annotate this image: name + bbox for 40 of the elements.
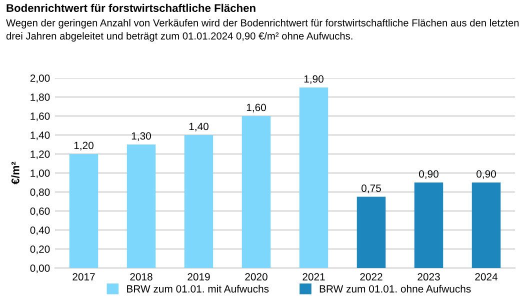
x-tick-label: 2022 [360, 273, 382, 281]
bar [414, 182, 444, 268]
y-tick-label: 1,60 [30, 112, 50, 122]
data-label: 1,90 [304, 75, 324, 84]
chart-title: Bodenrichtwert für forstwirtschaftliche Flächen [6, 4, 256, 12]
data-label: 0,90 [476, 170, 496, 179]
data-label: 0,90 [419, 170, 438, 179]
bar [126, 144, 156, 268]
bar [356, 196, 386, 268]
y-tick-label: 0,60 [30, 208, 50, 216]
y-tick-label: 0,20 [30, 246, 50, 254]
bar [472, 182, 501, 268]
y-tick-label: 0,00 [30, 264, 50, 274]
chart-subtitle: Wegen der geringen Anzahl von Verkäufen wird der Bodenrichtwert für forstwirtschaftliche Flächen aus den letzten drei Jahren abgeleitet und beträgt zum 01.01.2024 0,90 €/m² ohne Aufwuchs. [6, 19, 519, 42]
y-tick-label: 2,00 [30, 74, 50, 84]
legend-label: BRW zum 01.01. mit Aufwuchs [127, 284, 269, 293]
x-tick-label: 2021 [302, 273, 325, 281]
data-label: 1,30 [132, 132, 151, 141]
bar [299, 88, 328, 268]
x-tick-label: 2018 [130, 273, 152, 281]
x-tick-label: 2019 [188, 273, 210, 281]
y-axis-title: €/m² [11, 162, 20, 184]
bar [184, 135, 214, 268]
bar [69, 154, 98, 268]
y-tick-label: 0,80 [30, 188, 50, 198]
data-label: 1,60 [246, 104, 266, 112]
x-tick-label: 2024 [475, 273, 498, 281]
y-tick-label: 1,20 [30, 150, 50, 160]
y-tick-label: 1,40 [30, 132, 50, 140]
bar [242, 116, 271, 268]
data-label: 1,40 [189, 122, 208, 132]
legend-label: BRW zum 01.01. ohne Aufwuchs [320, 284, 471, 293]
x-tick-label: 2023 [418, 273, 440, 281]
y-tick-label: 0,40 [30, 226, 50, 236]
x-tick-label: 2017 [72, 273, 95, 281]
x-tick-label: 2020 [245, 273, 268, 281]
data-label: 0,75 [362, 184, 381, 194]
y-tick-label: 1,80 [30, 94, 50, 102]
y-tick-label: 1,00 [30, 170, 50, 178]
data-label: 1,20 [74, 142, 94, 150]
